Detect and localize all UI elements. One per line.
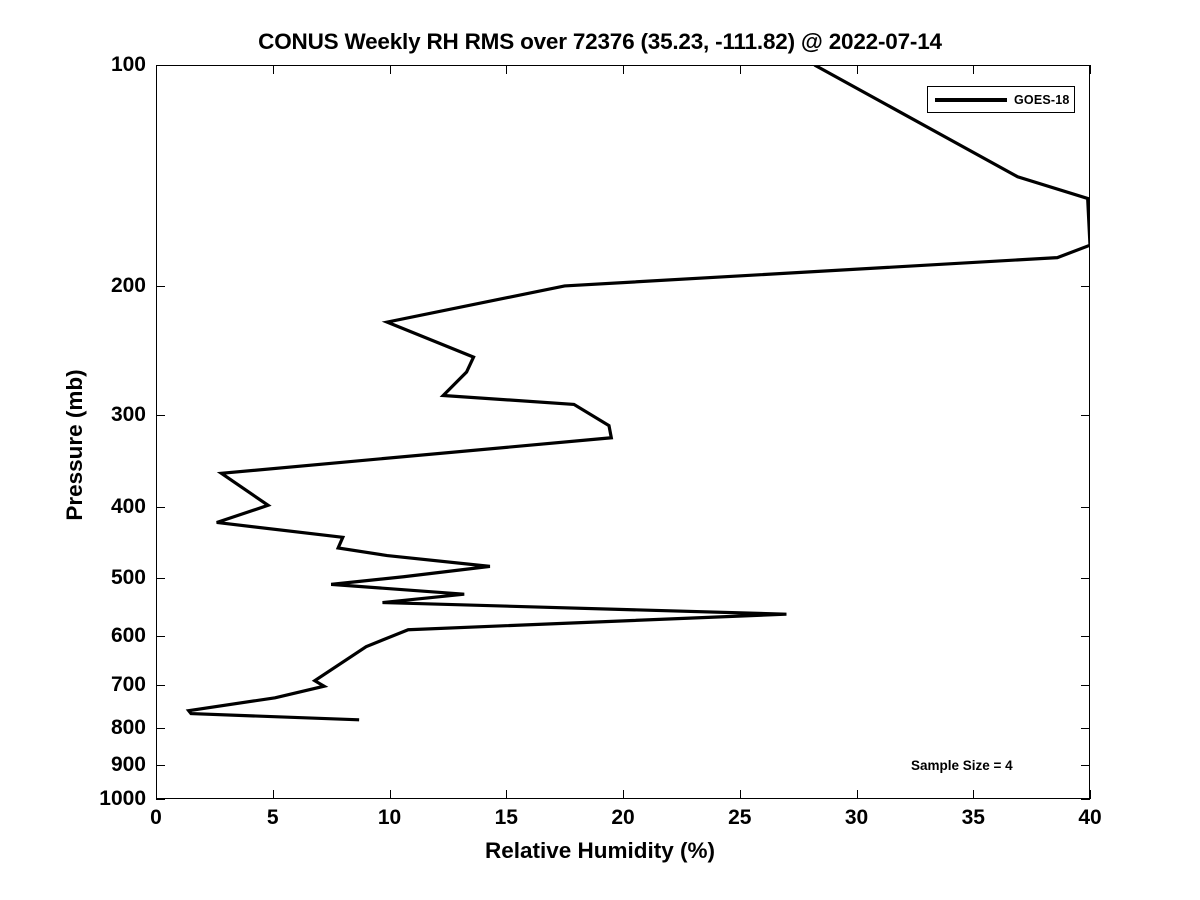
x-tick-label: 35 xyxy=(961,806,985,829)
y-tick-label: 900 xyxy=(110,753,146,777)
y-tick-mark-right xyxy=(1081,65,1090,66)
y-tick-mark-right xyxy=(1081,685,1090,687)
y-tick-label: 800 xyxy=(110,715,146,739)
y-axis-title: Pressure (mb) xyxy=(62,369,87,521)
sample-size-annotation: Sample Size = 4 xyxy=(911,758,1013,773)
x-tick-mark-top xyxy=(623,65,624,74)
legend: GOES-18 xyxy=(927,86,1075,113)
legend-label-goes-18: GOES-18 xyxy=(1014,92,1070,107)
x-tick-mark-top xyxy=(506,65,508,74)
x-tick-mark-top xyxy=(973,65,975,74)
y-tick-mark xyxy=(156,506,165,508)
x-tick-label: 5 xyxy=(266,806,279,829)
series-line-goes-18 xyxy=(185,65,1090,722)
x-tick-mark-top xyxy=(156,65,157,74)
x-tick-mark xyxy=(1090,790,1091,799)
legend-line-swatch-goes-18 xyxy=(935,97,1007,102)
y-tick-label: 500 xyxy=(110,566,146,590)
y-tick-label: 400 xyxy=(110,494,146,518)
y-tick-mark xyxy=(156,727,165,729)
x-tick-label: 25 xyxy=(728,806,752,829)
x-tick-mark xyxy=(389,790,391,799)
y-tick-mark-right xyxy=(1081,285,1090,287)
x-tick-label: 20 xyxy=(611,806,635,829)
y-tick-label: 100 xyxy=(110,53,146,76)
x-tick-mark xyxy=(272,790,274,799)
y-tick-label: 700 xyxy=(110,673,146,697)
y-tick-label: 1000 xyxy=(99,787,146,810)
y-tick-mark-right xyxy=(1081,578,1090,580)
y-tick-mark xyxy=(156,65,165,66)
y-tick-mark xyxy=(156,285,165,287)
y-tick-mark xyxy=(156,578,165,580)
y-tick-mark-right xyxy=(1081,799,1090,800)
y-tick-mark-right xyxy=(1081,506,1090,508)
x-tick-mark xyxy=(156,790,157,799)
y-tick-label: 300 xyxy=(110,403,146,427)
x-tick-label: 0 xyxy=(150,806,162,829)
x-tick-label: 10 xyxy=(377,806,402,829)
y-tick-mark-right xyxy=(1081,636,1090,638)
x-tick-mark xyxy=(973,790,975,799)
x-axis-title: Relative Humidity (%) xyxy=(484,838,716,863)
x-tick-mark-top xyxy=(389,65,391,74)
x-tick-label: 15 xyxy=(494,806,518,829)
y-tick-mark-right xyxy=(1081,415,1090,417)
y-tick-label: 200 xyxy=(110,273,146,297)
y-tick-mark xyxy=(156,685,165,687)
y-tick-mark xyxy=(156,636,165,638)
y-tick-mark xyxy=(156,415,165,417)
y-tick-mark xyxy=(156,765,165,767)
x-tick-mark xyxy=(856,790,858,799)
x-tick-mark xyxy=(739,790,741,799)
x-tick-mark-top xyxy=(739,65,741,74)
x-tick-mark-top xyxy=(856,65,858,74)
x-tick-mark-top xyxy=(272,65,274,74)
data-plot-svg xyxy=(185,65,1090,722)
x-tick-mark xyxy=(506,790,508,799)
x-tick-mark-top xyxy=(1090,65,1091,74)
x-tick-label: 30 xyxy=(844,806,869,829)
y-tick-mark-right xyxy=(1081,765,1090,767)
x-tick-mark xyxy=(623,790,624,799)
chart-title: CONUS Weekly RH RMS over 72376 (35.23, -… xyxy=(258,29,942,54)
y-tick-mark xyxy=(156,799,165,800)
y-tick-label: 600 xyxy=(110,624,146,648)
x-tick-label: 40 xyxy=(1078,806,1102,829)
y-tick-mark-right xyxy=(1081,727,1090,729)
